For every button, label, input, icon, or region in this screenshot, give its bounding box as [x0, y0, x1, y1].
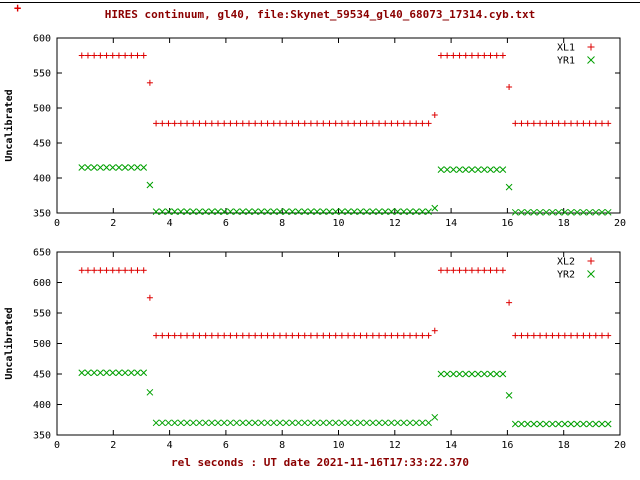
legend-label-YR1: YR1 [557, 56, 575, 67]
legend-marker-XL2 [587, 257, 595, 265]
x-tick-label: 4 [167, 218, 173, 229]
y-tick-label: 650 [33, 248, 51, 259]
x-tick-label: 20 [614, 218, 626, 229]
series-XL1 [78, 52, 612, 127]
y-tick-label: 450 [33, 370, 51, 381]
x-tick-label: 8 [279, 218, 285, 229]
y-tick-label: 500 [33, 339, 51, 350]
x-tick-label: 16 [501, 440, 513, 451]
legend-marker-YR2 [587, 270, 595, 278]
x-tick-label: 20 [614, 440, 626, 451]
y-tick-label: 550 [33, 69, 51, 80]
legend-label-XL2: XL2 [557, 257, 575, 268]
x-tick-label: 4 [167, 440, 173, 451]
legend-marker-YR1 [587, 56, 595, 64]
stray-plus-marker: + [14, 1, 22, 15]
x-tick-label: 18 [558, 218, 570, 229]
x-tick-label: 10 [332, 440, 344, 451]
series-YR2 [78, 369, 612, 428]
y-axis-label: Uncalibrated [3, 89, 15, 161]
series-YR1 [78, 164, 612, 216]
x-tick-label: 8 [279, 440, 285, 451]
chart-title: HIRES continuum, gl40, file:Skynet_59534… [104, 8, 536, 21]
x-tick-label: 2 [110, 218, 116, 229]
y-tick-label: 350 [33, 209, 51, 220]
y-tick-label: 400 [33, 400, 51, 411]
y-tick-label: 600 [33, 278, 51, 289]
x-tick-label: 18 [558, 440, 570, 451]
y-axis-label: Uncalibrated [3, 307, 15, 379]
series-XL2 [78, 267, 612, 339]
legend-label-XL1: XL1 [557, 43, 575, 54]
x-tick-label: 16 [501, 218, 513, 229]
bottom-plot: 0 2 4 6 8 10 12 14 16 18 20 350 400 450 500 550 600 650 Un… [3, 248, 626, 452]
x-tick-label: 0 [54, 218, 60, 229]
legend-marker-XL1 [587, 43, 595, 51]
x-tick-label: 2 [110, 440, 116, 451]
y-tick-label: 400 [33, 174, 51, 185]
x-tick-label: 12 [389, 440, 401, 451]
x-tick-label: 14 [445, 218, 457, 229]
legend-label-YR2: YR2 [557, 270, 575, 281]
x-tick-label: 0 [54, 440, 60, 451]
x-tick-label: 10 [332, 218, 344, 229]
y-tick-label: 600 [33, 34, 51, 45]
top-plot: 0 2 4 6 8 10 12 14 16 18 20 350 400 450 500 550 600 Uncal… [3, 34, 626, 230]
x-tick-label: 12 [389, 218, 401, 229]
window-top-border [0, 2, 640, 3]
y-tick-label: 500 [33, 104, 51, 115]
y-tick-label: 550 [33, 309, 51, 320]
x-axis-label: rel seconds : UT date 2021-11-16T17:33:2… [170, 456, 469, 469]
x-tick-label: 14 [445, 440, 457, 451]
y-tick-label: 450 [33, 139, 51, 150]
x-tick-label: 6 [223, 218, 229, 229]
y-tick-label: 350 [33, 431, 51, 442]
x-tick-label: 6 [223, 440, 229, 451]
